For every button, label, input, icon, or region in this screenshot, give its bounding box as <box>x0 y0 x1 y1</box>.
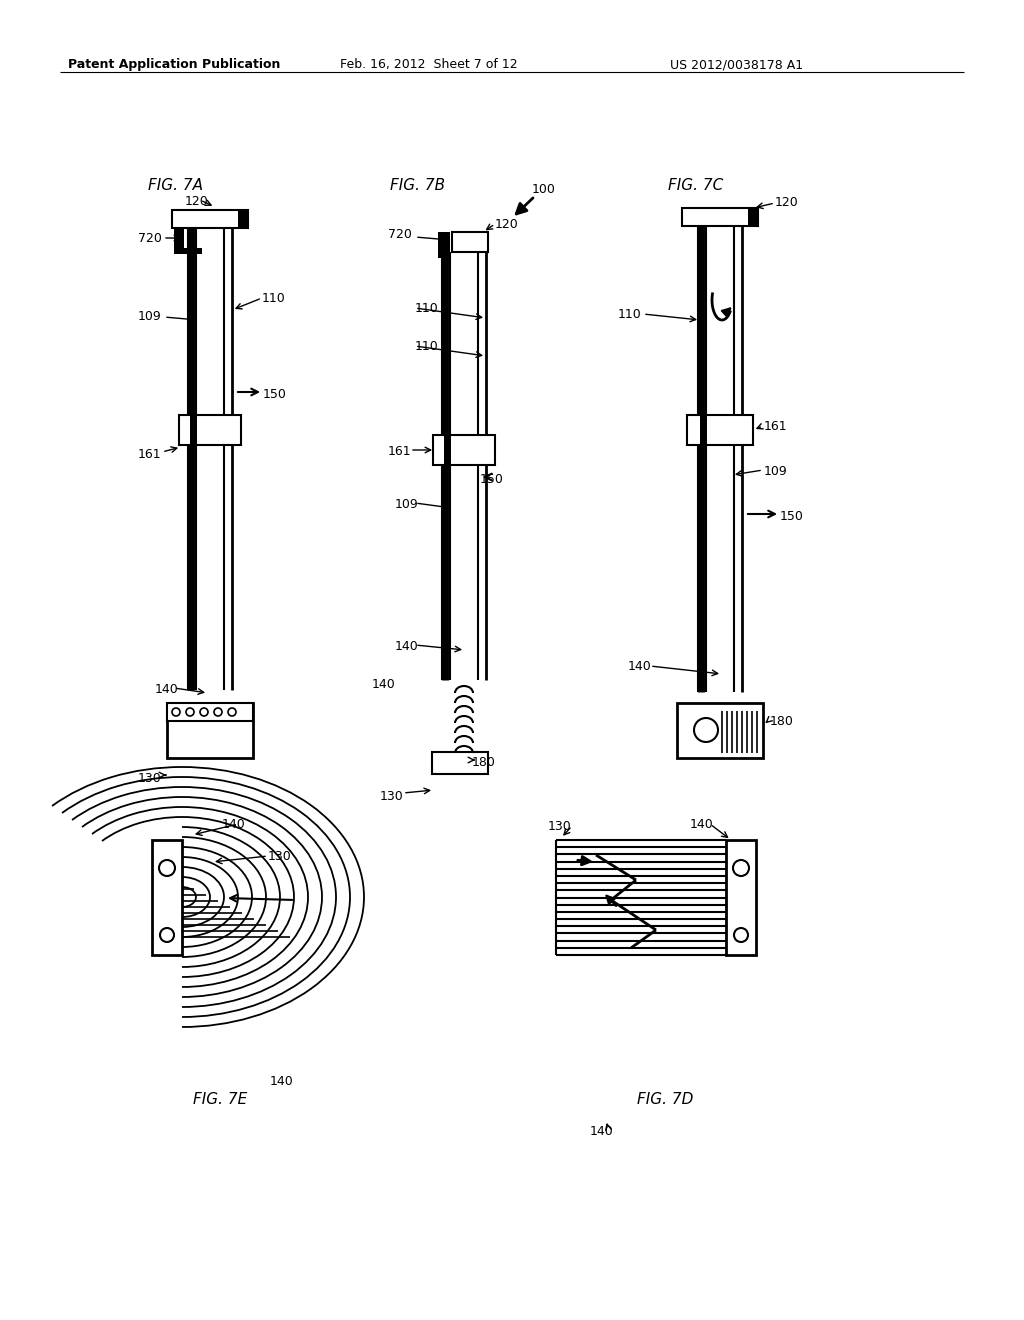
Text: 140: 140 <box>270 1074 294 1088</box>
Bar <box>174 228 184 249</box>
Bar <box>438 252 450 257</box>
Bar <box>748 209 758 226</box>
Bar <box>682 209 758 226</box>
Circle shape <box>200 708 208 715</box>
Bar <box>174 248 202 253</box>
Text: 161: 161 <box>764 420 787 433</box>
Circle shape <box>228 708 236 715</box>
Text: 130: 130 <box>268 850 292 863</box>
Circle shape <box>733 861 749 876</box>
Text: 110: 110 <box>415 341 438 352</box>
Text: 140: 140 <box>372 678 395 690</box>
Text: 130: 130 <box>138 772 162 785</box>
Bar <box>700 414 707 445</box>
Bar <box>433 436 495 465</box>
Text: 140: 140 <box>222 818 246 832</box>
Text: 109: 109 <box>138 310 162 323</box>
Text: 130: 130 <box>548 820 571 833</box>
Bar <box>238 210 248 228</box>
Bar <box>432 752 488 774</box>
Text: 150: 150 <box>263 388 287 401</box>
Bar <box>687 414 753 445</box>
Bar <box>190 414 197 445</box>
Text: 180: 180 <box>770 715 794 729</box>
Text: 150: 150 <box>780 510 804 523</box>
Bar <box>438 232 450 252</box>
Circle shape <box>694 718 718 742</box>
Text: 140: 140 <box>590 1125 613 1138</box>
Circle shape <box>186 708 194 715</box>
Text: 140: 140 <box>628 660 651 673</box>
Text: Patent Application Publication: Patent Application Publication <box>68 58 281 71</box>
Text: FIG. 7D: FIG. 7D <box>637 1092 693 1107</box>
Text: 109: 109 <box>764 465 787 478</box>
Text: 180: 180 <box>472 756 496 770</box>
Bar <box>452 232 488 252</box>
Text: 140: 140 <box>395 640 419 653</box>
Text: 110: 110 <box>618 308 642 321</box>
Text: FIG. 7A: FIG. 7A <box>148 178 203 193</box>
Text: 140: 140 <box>690 818 714 832</box>
Bar <box>179 414 241 445</box>
Text: 150: 150 <box>480 473 504 486</box>
Text: 110: 110 <box>262 292 286 305</box>
Circle shape <box>160 928 174 942</box>
Bar <box>677 704 763 758</box>
Text: 161: 161 <box>388 445 412 458</box>
Text: Feb. 16, 2012  Sheet 7 of 12: Feb. 16, 2012 Sheet 7 of 12 <box>340 58 517 71</box>
Text: 120: 120 <box>495 218 519 231</box>
Bar <box>167 704 253 758</box>
Text: 720: 720 <box>388 228 412 242</box>
Text: FIG. 7B: FIG. 7B <box>390 178 445 193</box>
Circle shape <box>734 928 748 942</box>
Bar <box>167 704 253 721</box>
Text: 120: 120 <box>775 195 799 209</box>
Text: FIG. 7C: FIG. 7C <box>668 178 723 193</box>
Text: 109: 109 <box>395 498 419 511</box>
Text: FIG. 7E: FIG. 7E <box>193 1092 247 1107</box>
Bar <box>152 840 182 954</box>
Text: 100: 100 <box>532 183 556 195</box>
Text: 720: 720 <box>138 232 162 246</box>
Bar <box>172 210 248 228</box>
Text: 110: 110 <box>415 302 438 315</box>
Bar <box>726 840 756 954</box>
Text: 161: 161 <box>138 447 162 461</box>
Circle shape <box>172 708 180 715</box>
Circle shape <box>159 861 175 876</box>
Bar <box>444 436 451 465</box>
Text: 120: 120 <box>185 195 209 209</box>
Circle shape <box>214 708 222 715</box>
Text: 140: 140 <box>155 682 179 696</box>
Text: US 2012/0038178 A1: US 2012/0038178 A1 <box>670 58 803 71</box>
Text: 130: 130 <box>380 789 403 803</box>
